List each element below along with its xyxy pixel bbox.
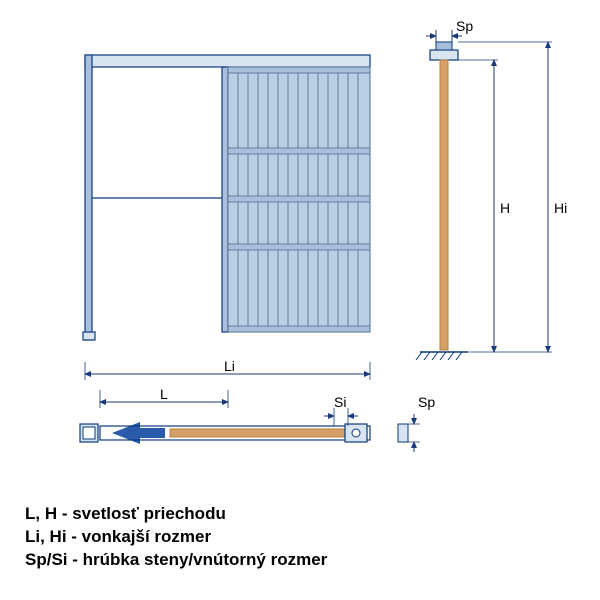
front-view: [83, 55, 370, 340]
legend-line1: L, H - svetlosť priechodu: [25, 503, 327, 526]
legend-line3: Sp/Si - hrúbka steny/vnútorný rozmer: [25, 549, 327, 572]
direction-arrow: [112, 422, 165, 444]
side-view: [416, 30, 552, 360]
label-li: Li: [224, 358, 235, 374]
plan-view: [80, 362, 420, 452]
label-sp-top: Sp: [456, 18, 473, 34]
label-sp-bottom: Sp: [418, 394, 435, 410]
legend: L, H - svetlosť priechodu Li, Hi - vonka…: [25, 503, 327, 572]
label-h: H: [500, 200, 510, 216]
label-l: L: [160, 386, 168, 402]
label-si: Si: [334, 394, 346, 410]
legend-line2: Li, Hi - vonkajší rozmer: [25, 526, 327, 549]
door-panel: [228, 67, 370, 332]
label-hi: Hi: [554, 200, 567, 216]
